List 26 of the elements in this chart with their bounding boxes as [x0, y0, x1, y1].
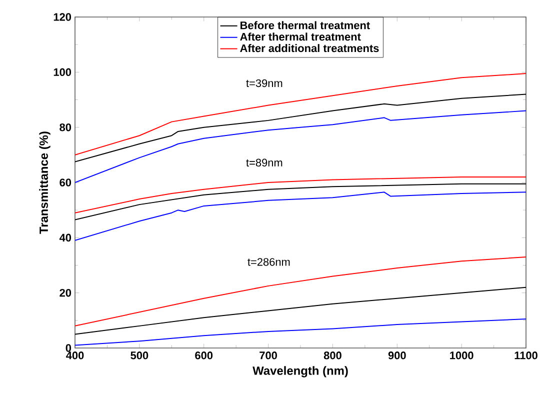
line-series: [75, 73, 526, 156]
annotation: t=286nm: [248, 258, 290, 266]
x-tick-label: 1100: [514, 352, 538, 360]
x-tick-label: 700: [260, 352, 277, 360]
legend-label: After additional treatments: [240, 44, 379, 52]
x-tick-label: 800: [324, 352, 342, 360]
x-tick-label: 400: [66, 352, 84, 360]
y-tick-label: 60: [60, 178, 72, 186]
y-tick-label: 100: [54, 68, 72, 76]
line-series: [75, 110, 526, 183]
annotation: t=39nm: [246, 79, 282, 88]
legend-label: Before thermal treatment: [240, 21, 370, 30]
legend-label: After thermal treatment: [240, 32, 361, 41]
x-axis-title: Wavelength (nm): [252, 366, 348, 378]
x-tick-label: 500: [130, 352, 148, 360]
y-tick-label: 40: [59, 234, 72, 242]
y-tick-label: 0: [66, 344, 72, 352]
x-tick-label: 1000: [450, 352, 474, 360]
y-axis-title: Transmittance (%): [39, 132, 50, 234]
x-tick-label: 600: [195, 352, 213, 360]
annotation: t=89nm: [246, 158, 282, 167]
y-tick-label: 120: [54, 13, 72, 21]
x-tick-label: 900: [388, 352, 406, 360]
y-tick-label: 20: [60, 288, 72, 297]
line-series: [75, 192, 526, 241]
y-tick-label: 80: [60, 123, 72, 132]
